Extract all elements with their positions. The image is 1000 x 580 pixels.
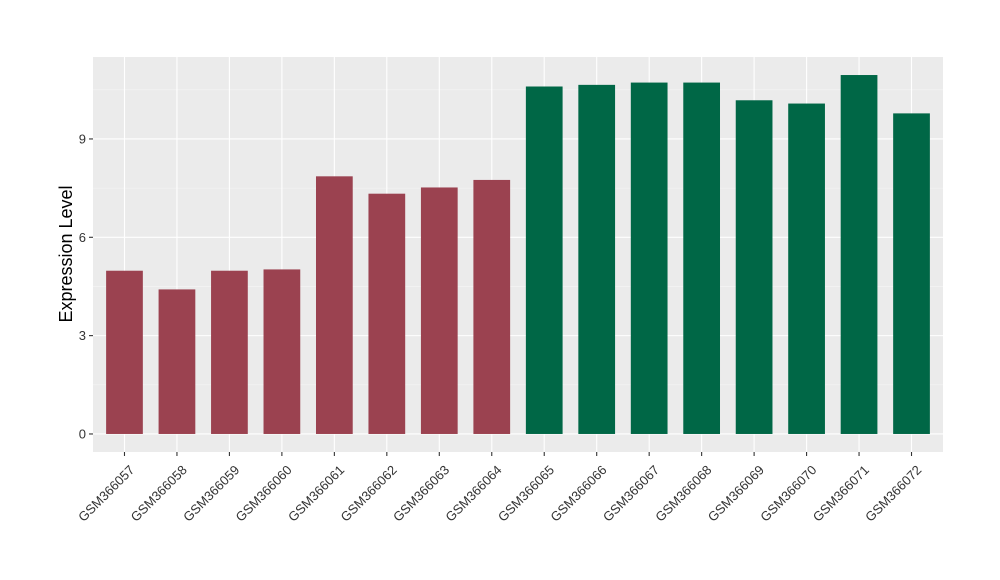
bar (788, 103, 825, 434)
bar (106, 270, 143, 434)
y-tick-label: 9 (79, 131, 86, 146)
y-tick-label: 0 (79, 426, 86, 441)
bar (158, 289, 196, 434)
bar (368, 193, 406, 434)
y-axis: 0 3 6 9 (79, 131, 93, 441)
bar (315, 176, 353, 434)
bar (263, 269, 301, 434)
bar (578, 84, 616, 434)
bar (473, 179, 511, 434)
x-tick-label: GSM366072 (862, 462, 924, 524)
bars (106, 75, 930, 434)
bar (630, 82, 668, 434)
bar (735, 100, 773, 434)
bar (211, 270, 248, 434)
bar (893, 113, 930, 434)
y-tick-label: 6 (79, 230, 86, 245)
y-tick-label: 3 (79, 328, 86, 343)
bar (525, 86, 563, 434)
bar (683, 82, 721, 434)
bar (840, 75, 878, 434)
bar (420, 187, 458, 434)
y-axis-title: Expression Level (56, 185, 76, 322)
x-axis: GSM366057GSM366058GSM366059GSM366060GSM3… (75, 452, 924, 525)
